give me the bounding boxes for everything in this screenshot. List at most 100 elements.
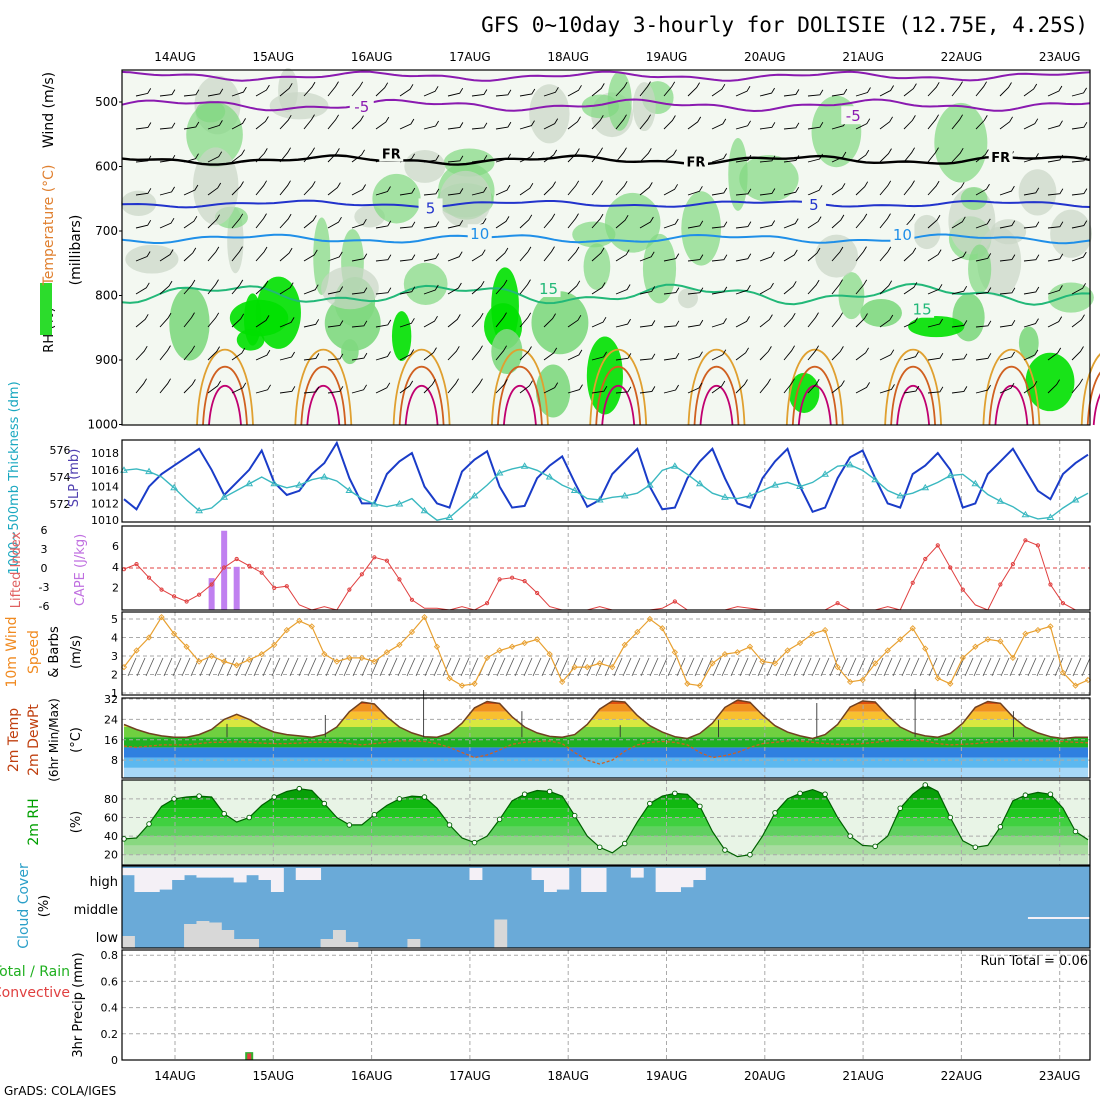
barb — [879, 213, 891, 229]
barb — [999, 220, 1016, 229]
thickness-point-10 — [245, 479, 254, 487]
surface-barb — [424, 657, 434, 677]
contour-label-bg-10 — [910, 299, 935, 318]
barb — [1047, 221, 1064, 229]
barb — [711, 83, 726, 97]
wind-point-45 — [684, 680, 691, 687]
contour-label-1: -5 — [846, 107, 861, 125]
barb — [159, 378, 171, 394]
contour-label-bg-1 — [841, 106, 866, 125]
barb — [783, 186, 800, 196]
barb — [783, 218, 799, 229]
surface-barb — [667, 657, 677, 677]
barb — [903, 385, 920, 394]
top-day-label-1: 15AUG — [253, 50, 295, 64]
temp-band-2 — [124, 747, 1088, 758]
precip-conv-bar-0 — [247, 1053, 252, 1060]
barb — [519, 279, 531, 295]
barb — [231, 213, 244, 229]
surface-barb — [964, 657, 974, 677]
high-cloud-bar-1 — [134, 868, 148, 892]
li-point-73 — [1035, 543, 1041, 548]
thickness-point-74 — [1046, 513, 1055, 520]
barb — [1071, 121, 1088, 130]
barb — [711, 380, 726, 394]
barb — [255, 280, 269, 295]
barb — [1071, 155, 1088, 163]
wind-point-29 — [483, 654, 491, 661]
barb — [423, 253, 440, 262]
li-point-4 — [171, 594, 177, 599]
barb — [663, 253, 680, 262]
barb — [1023, 286, 1040, 295]
high-cloud-bar-44 — [668, 868, 681, 892]
surface-barb — [496, 657, 506, 677]
wind-point-28 — [471, 680, 478, 687]
barb — [447, 314, 461, 328]
barb — [399, 187, 416, 196]
slp-line — [123, 440, 1089, 514]
wind-point-71 — [1009, 654, 1017, 661]
low-contour-0-2 — [208, 384, 242, 426]
barb — [687, 186, 703, 196]
barb — [615, 180, 628, 196]
barb — [423, 347, 437, 361]
barb — [663, 81, 676, 97]
surface-barb — [766, 657, 776, 677]
barb — [471, 155, 488, 163]
barb — [951, 182, 965, 196]
barb — [711, 286, 728, 295]
li-ytick-0: 6 — [41, 524, 48, 537]
barb — [615, 214, 629, 229]
li-point-18 — [347, 587, 352, 592]
precip-ylabel: 3hr Precip (mm) — [71, 952, 86, 1057]
surface-barb — [1027, 657, 1037, 677]
barb — [231, 313, 245, 328]
barb — [375, 287, 392, 295]
wind-point-30 — [496, 647, 503, 654]
barb — [279, 83, 293, 97]
barb — [351, 287, 368, 295]
temp-frame — [121, 697, 1091, 779]
wind-point-66 — [947, 680, 954, 687]
barb — [471, 249, 486, 262]
barb — [687, 116, 702, 130]
barb — [639, 286, 656, 295]
barb — [759, 87, 775, 97]
rh-point-48 — [722, 847, 728, 853]
barb — [543, 87, 559, 97]
barb — [327, 320, 344, 328]
wind-point-61 — [884, 647, 891, 654]
top-day-label-8: 22AUG — [941, 50, 983, 64]
li-point-6 — [197, 592, 202, 597]
barb — [279, 386, 296, 394]
high-cloud-bar-0 — [122, 868, 135, 876]
wind-point-7 — [208, 652, 215, 660]
wind-point-47 — [709, 660, 716, 667]
low-contour-8-0 — [982, 348, 1041, 426]
rh-cell-67 — [934, 102, 988, 183]
barb — [327, 114, 339, 130]
wind-point-8 — [221, 658, 228, 665]
barb — [591, 147, 603, 163]
barb — [159, 154, 176, 163]
barb — [615, 284, 631, 295]
slp-label: SLP (mb) — [67, 449, 82, 508]
barb — [783, 89, 800, 97]
surface-barb — [883, 657, 893, 677]
barb — [927, 318, 943, 328]
barb — [855, 279, 868, 295]
wind-point-40 — [621, 641, 628, 649]
wind-point-70 — [997, 638, 1004, 645]
barb — [615, 318, 631, 328]
surface-barb — [226, 657, 236, 677]
surface-barb — [325, 657, 335, 677]
thickness-point-50 — [746, 491, 754, 499]
barb — [903, 83, 917, 97]
rh-cell-0 — [583, 243, 611, 290]
contour-label-bg-3 — [683, 151, 708, 170]
li-point-64 — [923, 556, 928, 562]
wind-label-2: Speed — [26, 630, 42, 674]
barb — [543, 246, 555, 262]
contour-label-7: 10 — [470, 225, 489, 243]
